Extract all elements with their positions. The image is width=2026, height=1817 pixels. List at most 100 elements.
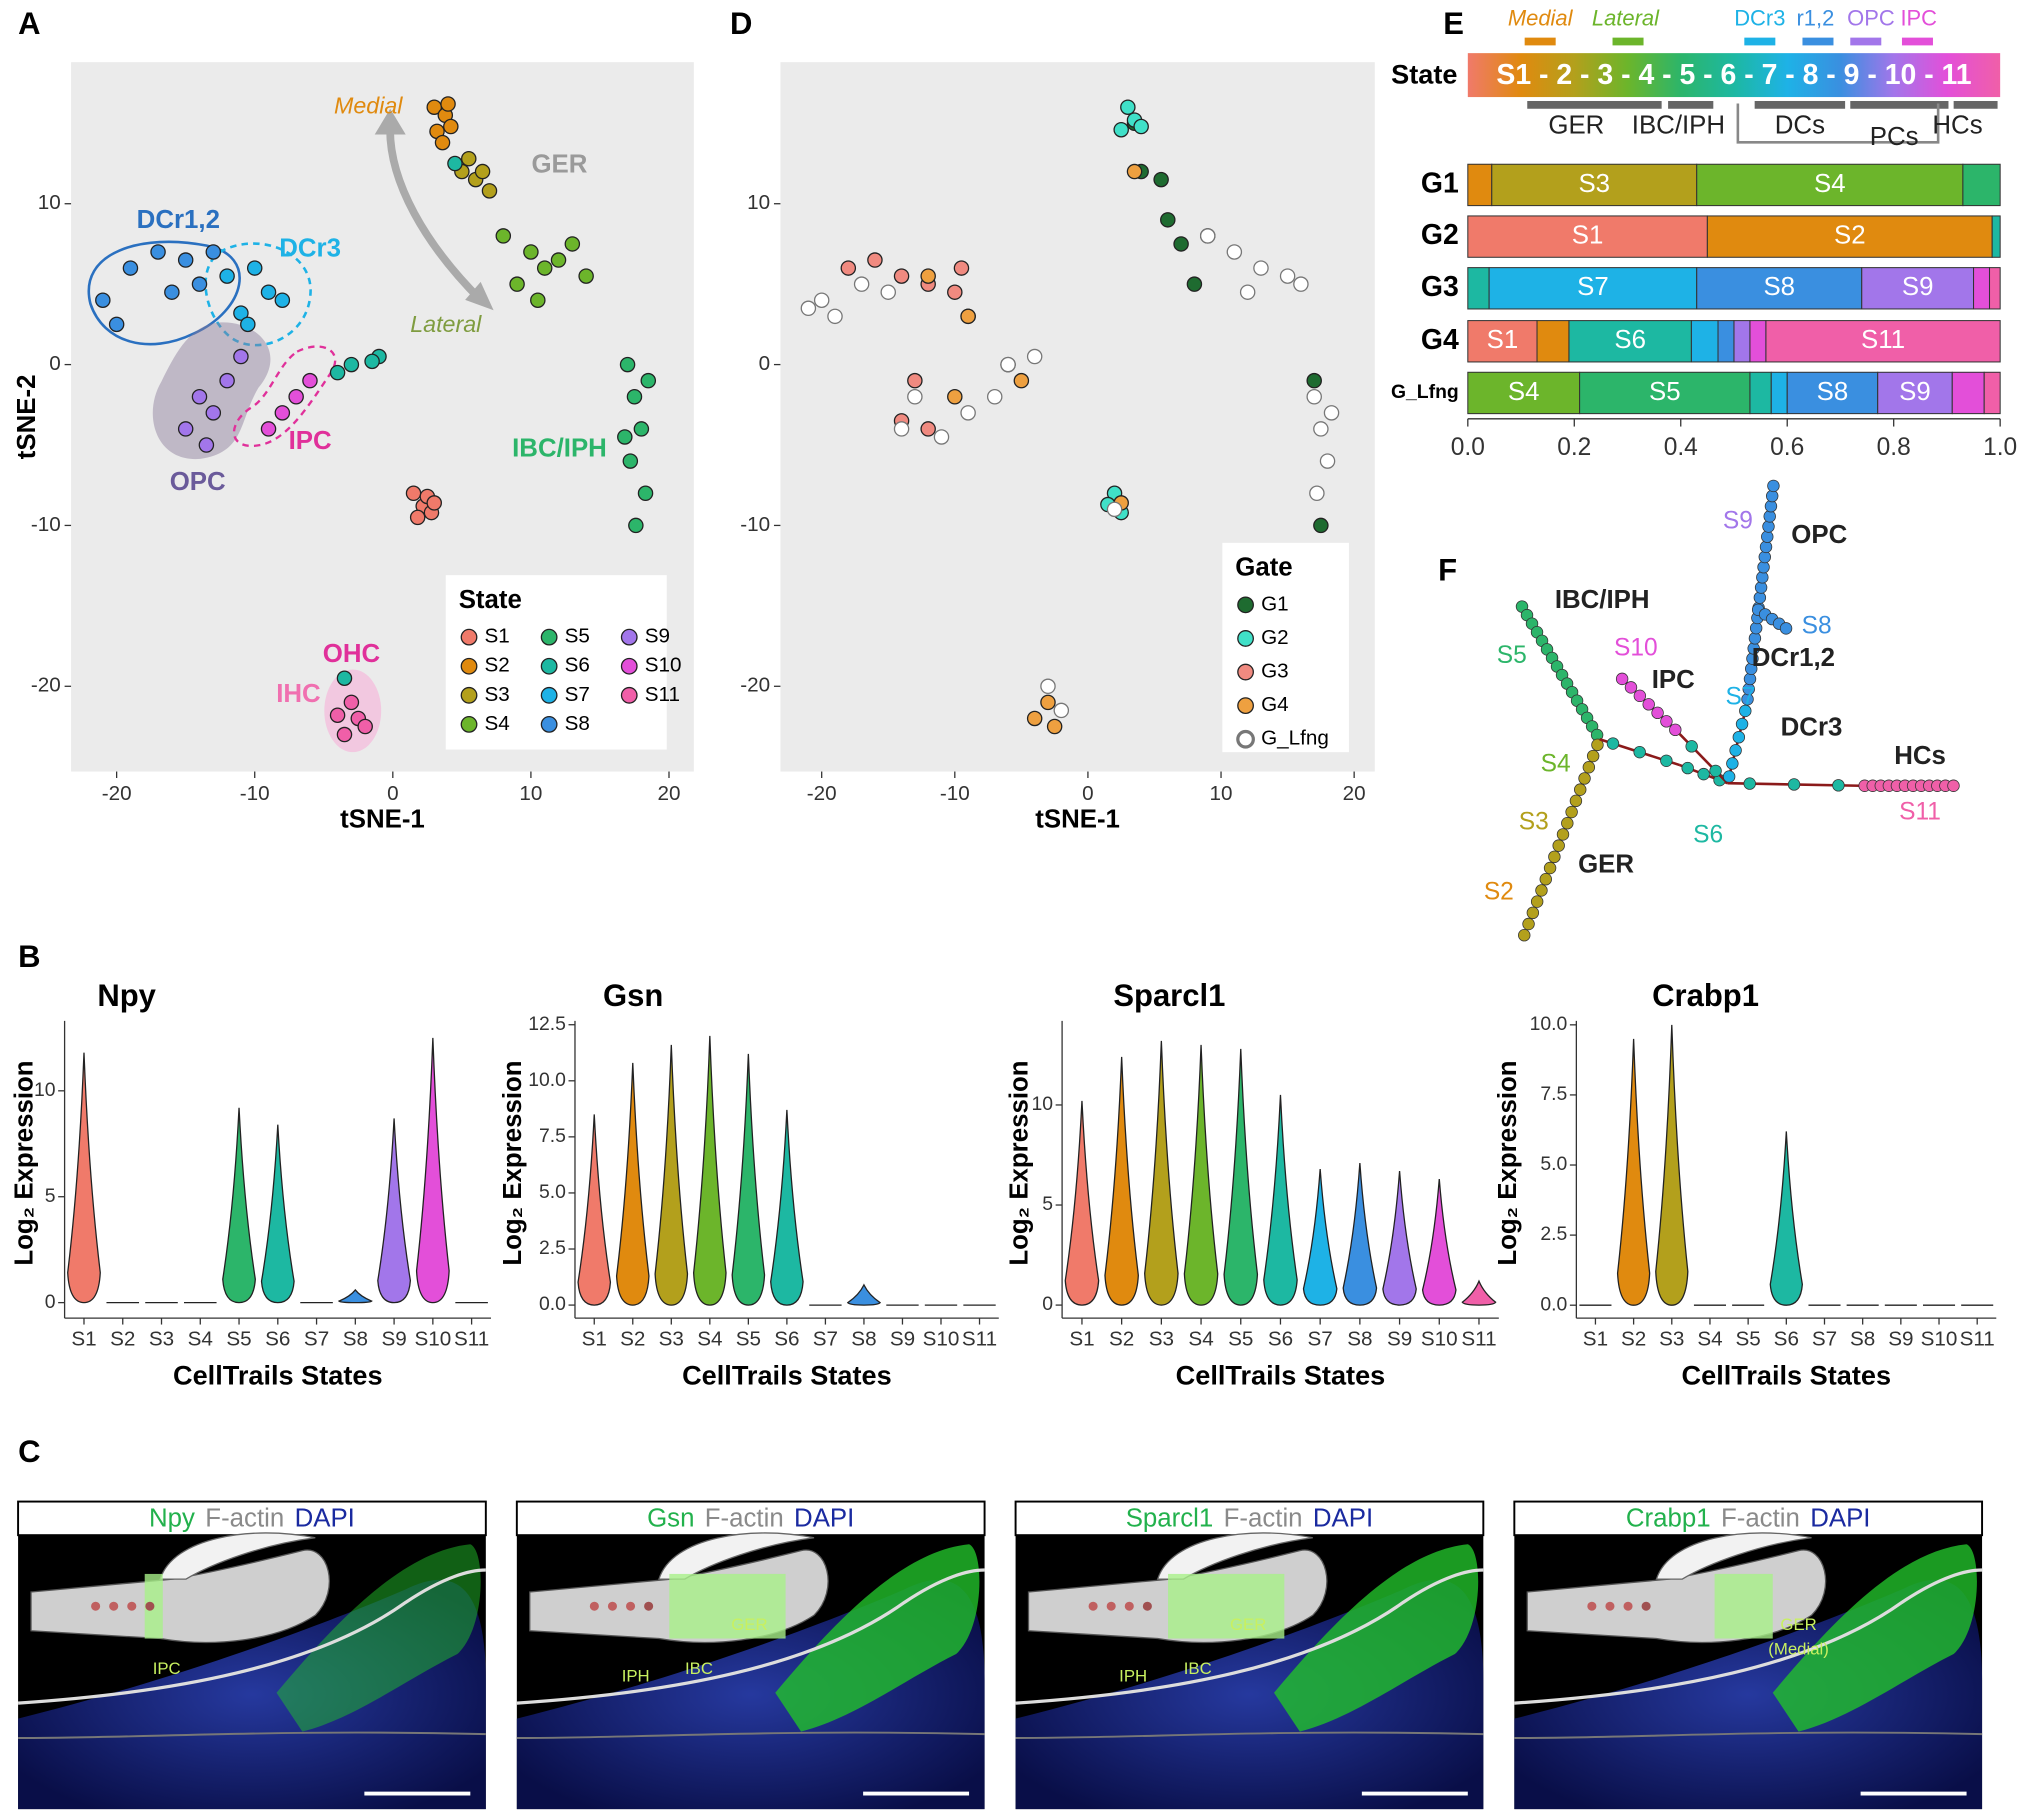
panel-label: C xyxy=(18,1434,40,1469)
trajectory-node xyxy=(1615,672,1629,686)
trajectory-node xyxy=(1748,632,1762,645)
group-label: IBC/IPH xyxy=(1632,112,1725,140)
bar-segment xyxy=(1988,267,2001,310)
trajectory-node xyxy=(1685,740,1698,753)
trajectory-label: OPC xyxy=(1791,521,1847,549)
category-label: G4 xyxy=(1421,324,1459,356)
point xyxy=(628,517,644,534)
x-tick-label: S11 xyxy=(454,1328,489,1351)
image-title-part: DAPI xyxy=(1313,1504,1373,1532)
point xyxy=(550,252,567,268)
state-group-bar xyxy=(1524,37,1556,46)
point xyxy=(622,453,639,469)
point xyxy=(1113,121,1129,138)
annotation: Lateral xyxy=(410,311,482,337)
y-tick-label: 0 xyxy=(1042,1293,1053,1315)
point xyxy=(880,284,896,300)
schematic-membrane xyxy=(658,1532,815,1580)
y-axis-label: Log₂ Expression xyxy=(1006,1060,1034,1265)
y-tick-label: -10 xyxy=(740,513,770,536)
point xyxy=(426,495,442,511)
legend-swatch xyxy=(540,715,558,733)
point xyxy=(1040,694,1056,711)
schematic-cell xyxy=(1587,1601,1597,1611)
x-axis-label: tSNE-1 xyxy=(340,805,425,833)
bar-segment xyxy=(1696,267,1863,310)
trajectory-label: DCr3 xyxy=(1781,714,1843,742)
trajectory-node xyxy=(1578,772,1591,785)
point xyxy=(893,268,910,284)
trajectory-node xyxy=(1556,828,1570,841)
point xyxy=(336,726,353,743)
trajectory-node xyxy=(1565,805,1578,819)
violin xyxy=(1342,1162,1378,1306)
trajectory-node xyxy=(1561,817,1574,830)
image-annotation: (Medial) xyxy=(1768,1640,1829,1659)
bar-segment xyxy=(1770,371,1788,415)
x-tick-label: S8 xyxy=(851,1328,876,1351)
trajectory-node xyxy=(1763,510,1776,523)
bar-segment xyxy=(1690,320,1719,363)
point xyxy=(853,276,870,292)
y-tick-label: -20 xyxy=(740,674,770,697)
image-title-part: Crabp1 xyxy=(1626,1504,1711,1532)
schematic-cell xyxy=(127,1601,137,1611)
legend-swatch xyxy=(540,686,558,704)
point xyxy=(933,429,950,445)
panel-label: D xyxy=(730,6,752,41)
legend-swatch xyxy=(460,657,478,675)
point xyxy=(205,244,222,260)
x-tick-label: S4 xyxy=(697,1328,722,1351)
violin xyxy=(377,1118,412,1304)
point xyxy=(1120,99,1136,115)
point xyxy=(219,372,235,389)
segment-label: S1 xyxy=(1572,221,1604,249)
legend-title: Gate xyxy=(1235,554,1292,582)
state-group-label: r1,2 xyxy=(1796,5,1834,30)
point xyxy=(867,252,883,268)
legend-label: S11 xyxy=(645,683,680,706)
point xyxy=(1306,372,1322,389)
x-tick-label: -10 xyxy=(940,782,970,805)
annotation: OPC xyxy=(170,468,226,496)
trajectory-node xyxy=(1947,779,1960,792)
point xyxy=(219,268,235,284)
panel-label: A xyxy=(18,6,40,41)
image-title-part: Gsn xyxy=(647,1504,694,1532)
bar-segment xyxy=(1696,163,1964,207)
arrow-head xyxy=(465,281,494,311)
x-tick-label: S3 xyxy=(149,1328,174,1351)
x-tick-label: 0 xyxy=(387,782,399,805)
point xyxy=(461,150,477,167)
x-tick-label: S8 xyxy=(1347,1328,1372,1351)
violin xyxy=(770,1109,804,1306)
schematic-cell xyxy=(1142,1601,1152,1611)
legend-swatch xyxy=(1237,630,1254,647)
region-outline xyxy=(87,240,241,346)
micrograph-actin xyxy=(18,1731,486,1739)
point xyxy=(1306,388,1322,405)
point xyxy=(177,421,194,437)
state-group-bar xyxy=(1744,37,1776,46)
point xyxy=(953,260,970,276)
trajectory-node xyxy=(1518,929,1531,942)
x-tick-label: S7 xyxy=(304,1328,329,1351)
point xyxy=(177,252,194,268)
schematic-highlight xyxy=(669,1573,786,1639)
x-tick-label: S11 xyxy=(1960,1328,1995,1351)
violin xyxy=(1655,1024,1689,1306)
trajectory-label: GER xyxy=(1578,851,1634,879)
bar-segment xyxy=(1579,371,1751,415)
trajectory-node xyxy=(1767,479,1780,493)
bar-segment xyxy=(1973,267,1991,310)
trajectory-node xyxy=(1633,745,1646,759)
point xyxy=(205,405,222,421)
trajectory-label: S9 xyxy=(1723,508,1753,535)
bar-segment xyxy=(1467,215,1708,258)
point xyxy=(233,348,249,365)
point xyxy=(434,134,451,151)
schematic-cell xyxy=(91,1601,101,1611)
y-tick-label: 10 xyxy=(1031,1093,1053,1115)
point xyxy=(1199,228,1216,244)
violin xyxy=(577,1114,612,1306)
